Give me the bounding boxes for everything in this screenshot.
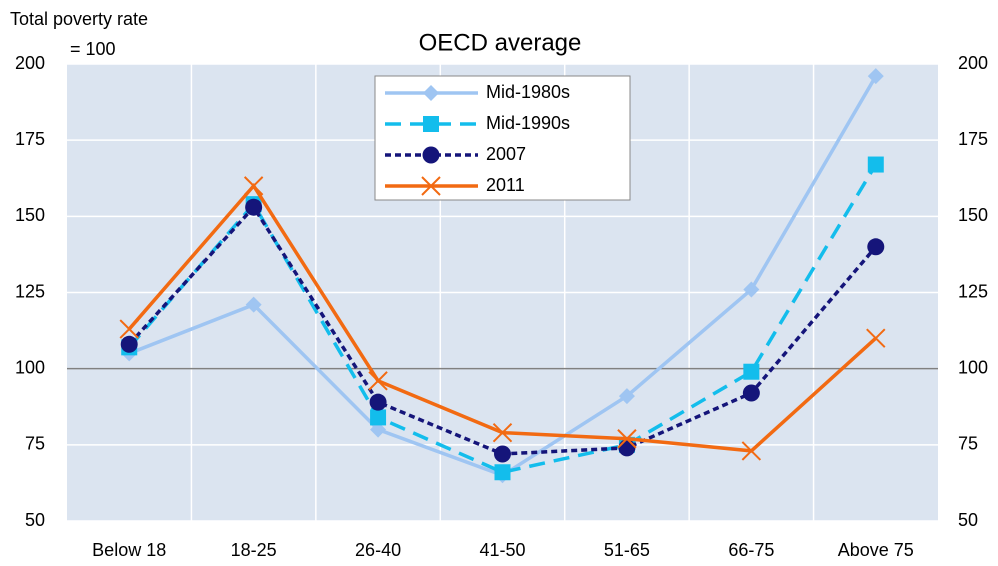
x-tick-label: Above 75: [838, 540, 914, 560]
y-axis-label: = 100: [70, 39, 116, 59]
marker-x: [119, 319, 139, 339]
marker-x: [866, 328, 886, 348]
y-tick-label: 100: [15, 357, 45, 377]
marker-x: [368, 371, 388, 391]
legend-label: 2011: [486, 175, 525, 195]
y2-tick-label: 75: [958, 434, 978, 454]
y-axis-label: Total poverty rate: [10, 9, 148, 29]
x-tick-label: 66-75: [728, 540, 774, 560]
y2-tick-label: 100: [958, 357, 988, 377]
x-tick-label: 51-65: [604, 540, 650, 560]
y-tick-label: 50: [25, 510, 45, 530]
marker-diamond: [423, 85, 439, 101]
marker-square: [867, 156, 884, 173]
marker-circle: [369, 393, 387, 411]
marker-x: [617, 429, 637, 449]
marker-square: [494, 464, 511, 481]
y2-tick-label: 150: [958, 205, 988, 225]
marker-circle: [618, 439, 636, 457]
marker-circle: [494, 445, 511, 463]
y-tick-label: 175: [15, 129, 45, 149]
x-tick-label: 41-50: [479, 540, 525, 560]
marker-diamond: [370, 421, 387, 438]
y-tick-label: 200: [15, 53, 45, 73]
y-tick-label: 150: [15, 205, 45, 225]
marker-x: [243, 176, 264, 196]
legend: [374, 75, 631, 201]
marker-diamond: [618, 388, 635, 405]
marker-square: [743, 363, 760, 380]
marker-x: [421, 176, 441, 196]
y-tick-label: 125: [15, 281, 45, 301]
marker-diamond: [743, 281, 760, 298]
legend-label: Mid-1980s: [486, 82, 570, 102]
marker-square: [370, 409, 387, 426]
x-tick-label: 26-40: [355, 540, 401, 560]
marker-x: [492, 422, 513, 443]
marker-x: [741, 441, 762, 461]
x-tick-label: 18-25: [231, 540, 277, 560]
marker-circle: [422, 146, 440, 164]
legend-label: 2007: [486, 144, 526, 164]
title-box: [398, 24, 602, 64]
marker-circle: [867, 238, 885, 256]
y2-tick-label: 50: [958, 510, 978, 530]
marker-diamond: [867, 68, 884, 85]
marker-circle: [120, 335, 138, 353]
marker-diamond: [245, 296, 262, 313]
marker-square: [423, 116, 439, 132]
x-tick-label: Below 18: [92, 540, 166, 560]
chart-title: OECD average: [419, 29, 582, 56]
y2-tick-label: 200: [958, 53, 988, 73]
marker-circle: [742, 384, 760, 402]
legend-label: Mid-1990s: [486, 113, 570, 133]
y2-tick-label: 175: [958, 129, 988, 149]
y2-tick-label: 125: [958, 281, 988, 301]
y-tick-label: 75: [25, 434, 45, 454]
marker-circle: [245, 198, 263, 216]
